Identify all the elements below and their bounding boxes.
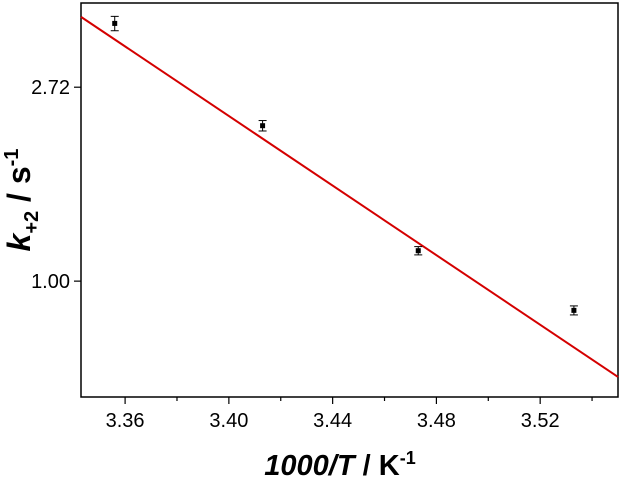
point-marker (415, 248, 421, 254)
y-tick-label: 2.72 (31, 77, 70, 99)
x-tick-label: 3.44 (313, 410, 352, 432)
x-tick-label: 3.52 (521, 410, 560, 432)
data-points-layer (110, 15, 578, 316)
x-tick-label: 3.40 (209, 410, 248, 432)
data-point (414, 246, 423, 256)
x-tick-label: 3.36 (106, 410, 145, 432)
data-point (110, 15, 119, 32)
plot-area (80, 2, 619, 398)
x-axis-title: 1000/T / K-1 (264, 448, 415, 481)
y-axis-ticks: 1.00 2.72 (31, 77, 81, 293)
fit-line (80, 16, 619, 378)
point-marker (571, 307, 577, 313)
y-axis-title: k+2 / s-1 (1, 149, 43, 252)
point-marker (260, 123, 266, 129)
plot-frame (80, 2, 619, 398)
point-marker (112, 20, 118, 26)
data-point (258, 120, 267, 132)
data-point (569, 305, 578, 316)
x-tick-label: 3.48 (417, 410, 456, 432)
fit-line-layer (80, 16, 619, 378)
x-axis-ticks: 3.36 3.40 3.44 3.48 3.52 (106, 397, 593, 432)
y-tick-label: 1.00 (31, 271, 70, 293)
